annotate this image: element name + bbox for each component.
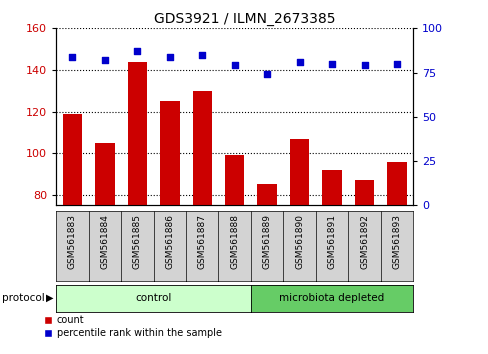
Point (68, 54, 76, 59)
Point (263, 72, 270, 77)
Text: microbiota depleted: microbiota depleted (279, 293, 384, 303)
Text: GSM561887: GSM561887 (197, 214, 206, 269)
Text: protocol: protocol (2, 293, 45, 303)
Text: GSM561889: GSM561889 (262, 214, 271, 269)
Bar (257, 184, 276, 205)
Point (295, 59, 303, 65)
Bar (354, 180, 373, 205)
Text: GSM561888: GSM561888 (230, 214, 239, 269)
Text: GSM561890: GSM561890 (295, 214, 304, 269)
Bar (386, 161, 406, 205)
Point (133, 48, 141, 54)
Text: GSM561884: GSM561884 (100, 214, 109, 269)
Bar (127, 62, 147, 205)
Text: ▶: ▶ (46, 293, 54, 303)
Text: GDS3921 / ILMN_2673385: GDS3921 / ILMN_2673385 (153, 12, 335, 27)
Point (198, 52, 206, 58)
Text: GSM561886: GSM561886 (165, 214, 174, 269)
Text: GSM561883: GSM561883 (68, 214, 77, 269)
Point (165, 54, 173, 59)
Text: GSM561893: GSM561893 (392, 214, 401, 269)
Bar (62, 114, 82, 205)
Point (101, 57, 109, 63)
Point (327, 61, 335, 67)
Bar (224, 155, 244, 205)
Point (360, 63, 367, 68)
Text: control: control (135, 293, 171, 303)
Bar (160, 101, 179, 205)
Text: GSM561885: GSM561885 (133, 214, 142, 269)
Bar (95, 143, 114, 205)
Point (230, 63, 238, 68)
Bar (322, 170, 341, 205)
Point (392, 61, 400, 67)
Text: GSM561892: GSM561892 (359, 214, 368, 269)
Bar (289, 139, 309, 205)
Text: GSM561891: GSM561891 (327, 214, 336, 269)
Legend: count, percentile rank within the sample: count, percentile rank within the sample (39, 312, 225, 342)
Bar (192, 91, 212, 205)
